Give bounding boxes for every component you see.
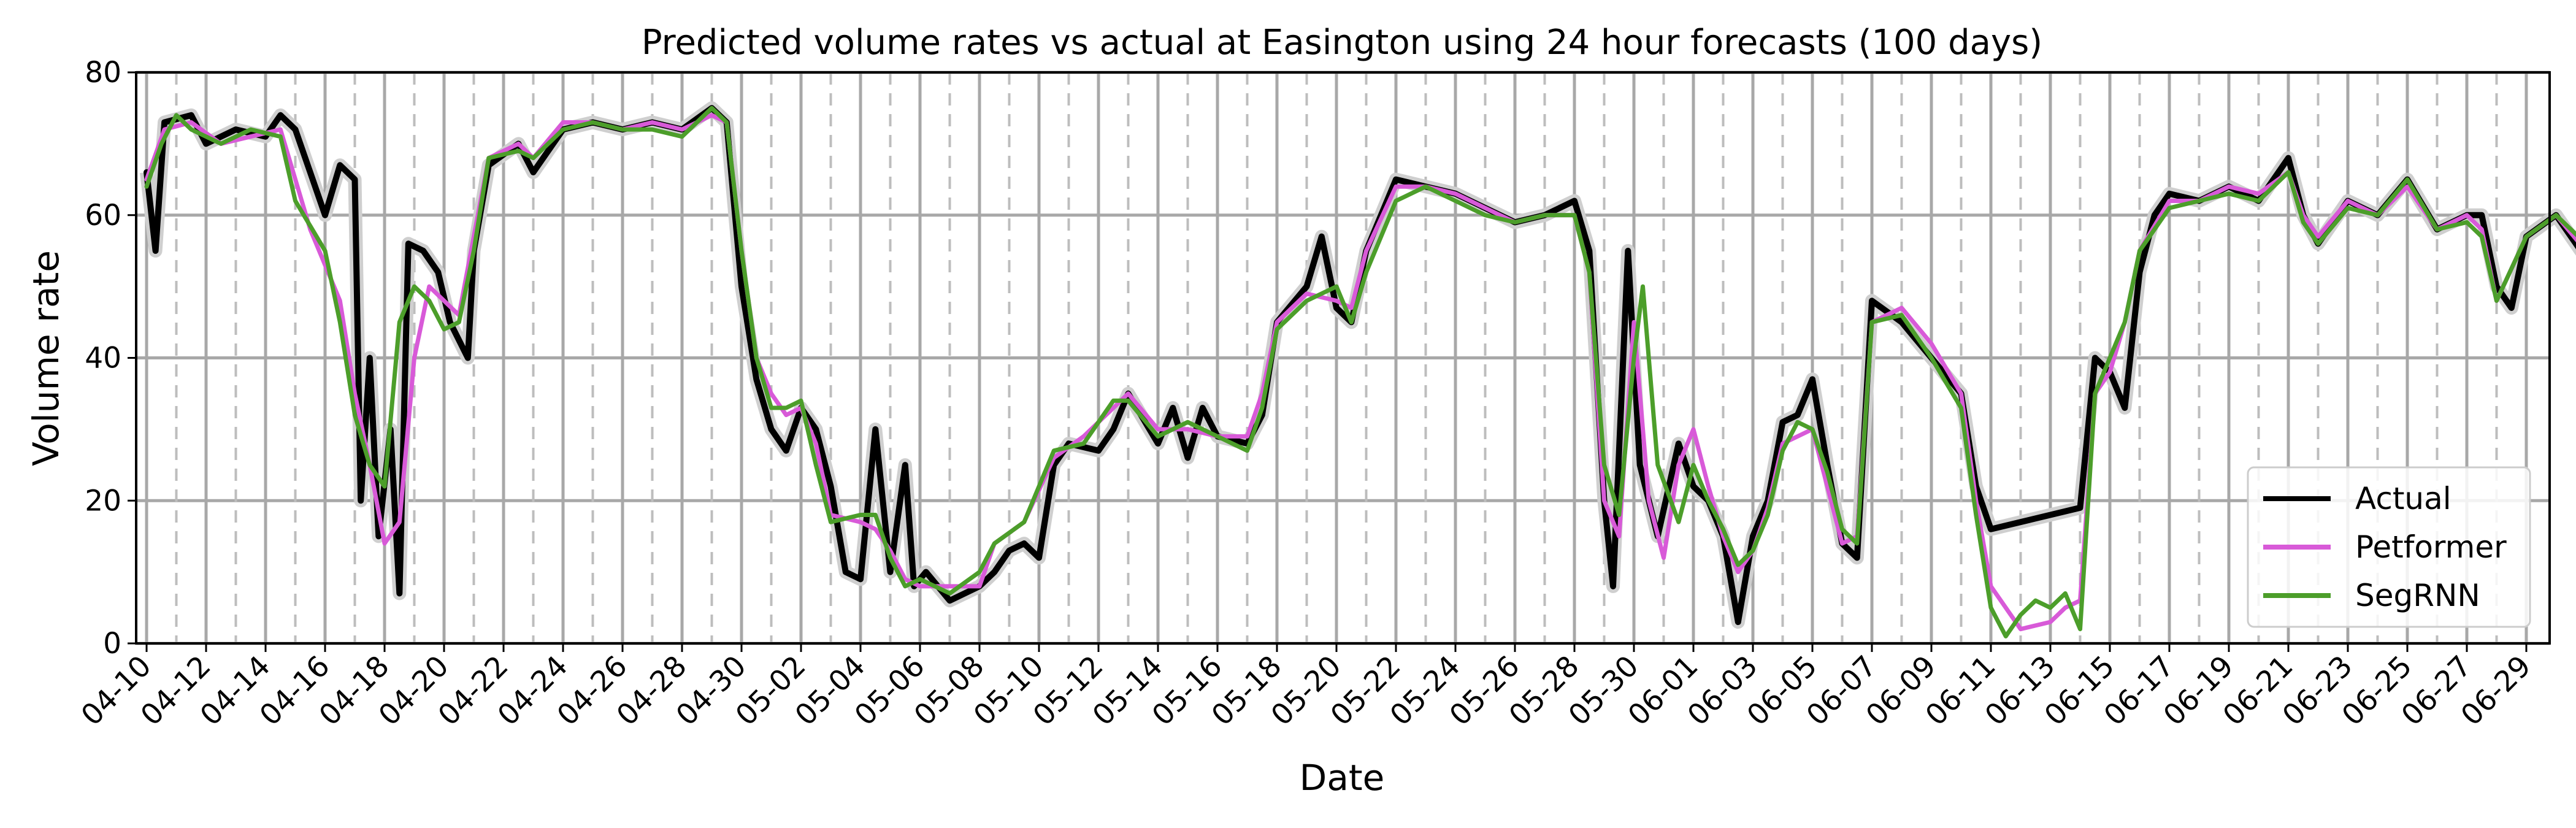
legend-label-segrnn: SegRNN [2355, 578, 2480, 613]
y-tick-label: 20 [85, 484, 121, 518]
legend-label-petformer: Petformer [2355, 529, 2507, 565]
legend: Actual Petformer SegRNN [2247, 466, 2531, 628]
series-halo-actual [140, 101, 2576, 629]
x-axis-label: Date [1300, 757, 1385, 799]
y-tick-label: 0 [103, 627, 121, 661]
chart-title: Predicted volume rates vs actual at Easi… [642, 23, 2042, 63]
y-axis-label: Volume rate [25, 250, 67, 466]
series-line-actual [144, 105, 2576, 626]
legend-box [2247, 466, 2531, 628]
series-layer [140, 101, 2576, 638]
y-tick-label: 80 [85, 56, 121, 90]
y-tick-label: 40 [85, 342, 121, 375]
y-axis: 0 20 40 60 80 [85, 56, 136, 661]
x-tick-label: 06-29 [2455, 650, 2537, 732]
legend-label-actual: Actual [2355, 481, 2451, 516]
x-axis: 04-1004-1204-1404-1604-1804-2004-2204-24… [75, 643, 2537, 732]
series-line-segrnn [144, 105, 2576, 638]
y-tick-label: 60 [85, 199, 121, 232]
